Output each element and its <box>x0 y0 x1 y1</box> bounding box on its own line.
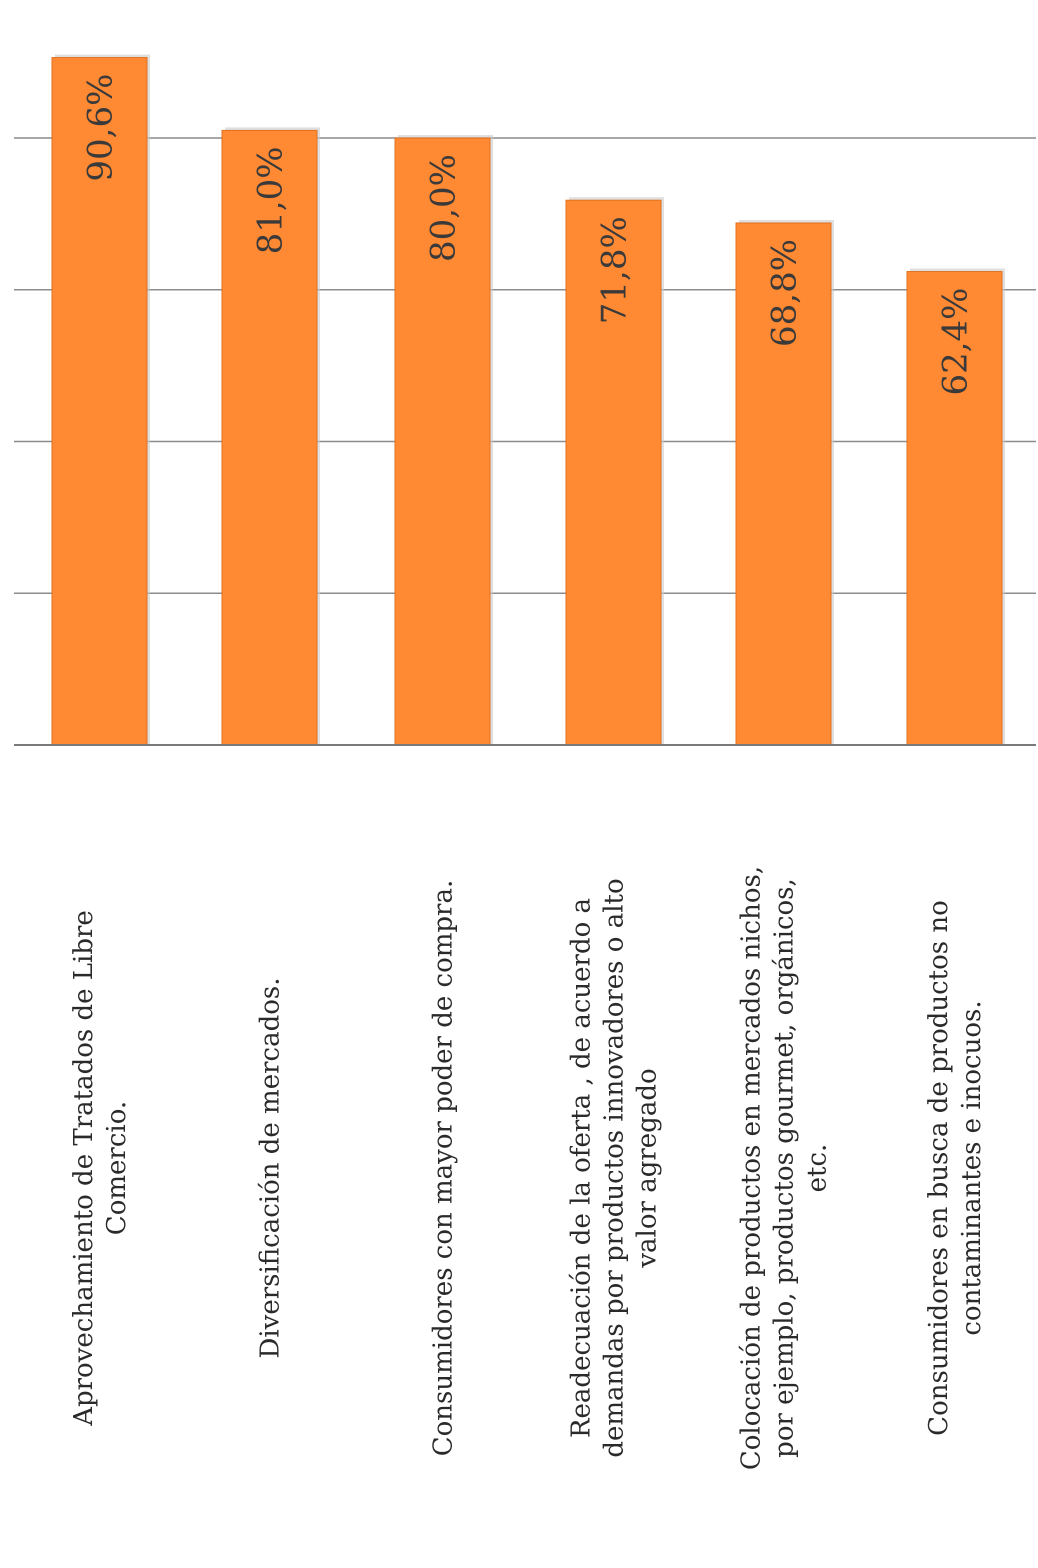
category-label-4-line-2: demandas por productos innovadores o alt… <box>600 878 630 1457</box>
data-label-1: 90,6% <box>81 74 121 182</box>
category-label-5-line-2: por ejemplo, productos gourmet, orgánico… <box>770 878 800 1458</box>
labels-layer: 90,6% 81,0% 80,0% 71,8% 68,8% 62,4% Aprovecham… <box>69 74 987 1471</box>
category-label-1-line-2: Comercio. <box>102 1101 132 1235</box>
bar-2 <box>221 129 318 746</box>
category-label-6: Consumidores en busca de productos no con… <box>924 900 987 1436</box>
category-label-4: Readecuación de la oferta , de acuerdo a… <box>567 878 663 1457</box>
data-label-5: 68,8% <box>765 239 805 347</box>
category-label-6-line-2: contaminantes e inocuos. <box>957 1000 987 1335</box>
bar-5 <box>735 222 832 746</box>
bar-3 <box>394 137 491 746</box>
data-label-2: 81,0% <box>251 146 291 254</box>
category-label-1: Aprovechamiento de Tratados de Libre Come… <box>69 910 132 1427</box>
category-label-1-line-1: Aprovechamiento de Tratados de Libre <box>69 910 99 1427</box>
data-label-4: 71,8% <box>595 216 635 324</box>
category-label-5-line-3: etc. <box>803 1144 833 1193</box>
data-label-6: 62,4% <box>936 288 976 396</box>
grid-layer <box>14 137 1036 594</box>
bar-6 <box>906 271 1003 746</box>
category-label-5: Colocación de productos en mercados nich… <box>737 866 833 1470</box>
category-label-2: Diversificación de mercados. <box>256 978 286 1359</box>
category-label-2-line-1: Diversificación de mercados. <box>256 978 286 1359</box>
bar-4 <box>565 199 662 746</box>
category-label-5-line-1: Colocación de productos en mercados nich… <box>737 866 767 1470</box>
category-label-4-line-3: valor agregado <box>633 1068 663 1268</box>
data-label-3: 80,0% <box>424 154 464 262</box>
category-label-3-line-1: Consumidores con mayor poder de compra. <box>429 880 459 1457</box>
bars-layer <box>51 54 1005 746</box>
category-label-6-line-1: Consumidores en busca de productos no <box>924 900 954 1436</box>
category-label-4-line-1: Readecuación de la oferta , de acuerdo a <box>567 898 597 1438</box>
category-label-3: Consumidores con mayor poder de compra. <box>429 880 459 1457</box>
